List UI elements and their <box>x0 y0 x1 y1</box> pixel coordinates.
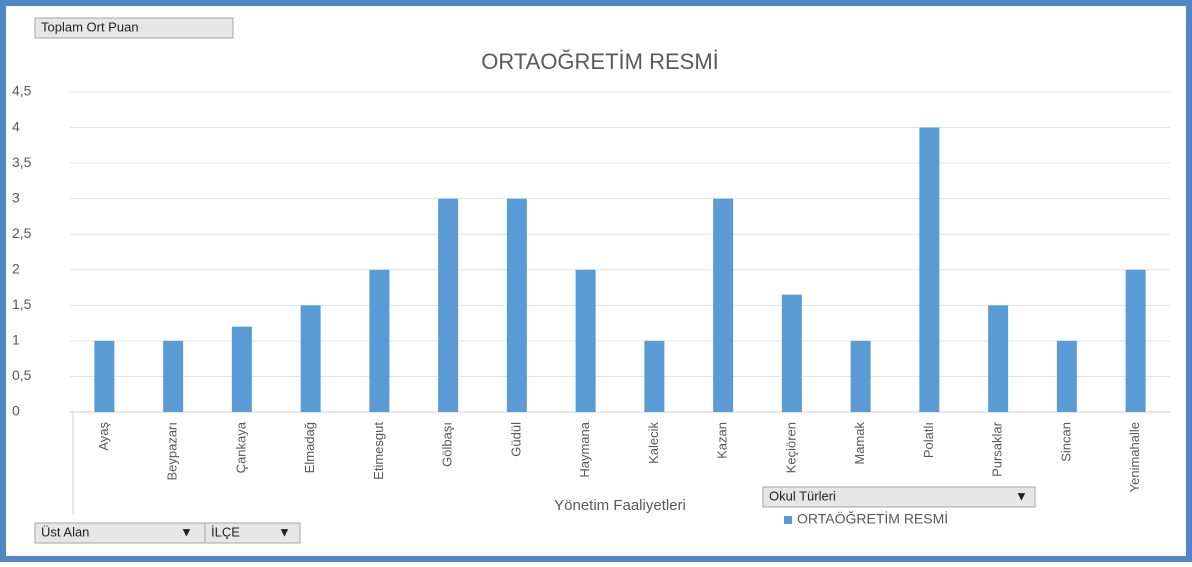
x-tick-label: Mamak <box>852 422 867 465</box>
x-tick-label: Etimesgut <box>371 422 386 480</box>
x-tick-label: Beypazarı <box>165 422 180 481</box>
y-tick-label: 2,5 <box>12 225 32 241</box>
button-label: Üst Alan <box>41 524 89 539</box>
button-bg <box>762 486 1036 508</box>
x-tick-label: Gölbaşı <box>440 422 455 467</box>
chart-title: ORTAOĞRETİM RESMİ <box>481 49 719 74</box>
y-tick-label: 3,5 <box>12 154 32 170</box>
bar <box>850 340 871 412</box>
x-tick-label: Haymana <box>577 421 592 477</box>
x-tick-label: Yenimahalle <box>1127 422 1142 492</box>
y-tick-label: 0 <box>12 403 20 419</box>
legend-label: ORTAÖĞRETİM RESMİ <box>797 510 948 527</box>
y-tick-label: 1 <box>12 332 20 348</box>
button-label: Okul Türleri <box>769 488 836 503</box>
button-label: İLÇE <box>211 524 240 539</box>
y-tick-label: 4,5 <box>12 83 32 99</box>
bar <box>1125 269 1146 412</box>
y-tick-label: 1,5 <box>12 296 32 312</box>
bar <box>644 340 665 412</box>
x-tick-label: Kalecik <box>646 422 661 464</box>
y-tick-label: 4 <box>12 118 20 134</box>
y-tick-label: 0,5 <box>12 367 32 383</box>
x-tick-label: Pursaklar <box>990 421 1005 477</box>
filter-icon: ▼ <box>180 524 193 539</box>
bar <box>506 198 527 412</box>
legend-swatch <box>784 516 792 524</box>
bar <box>1056 340 1077 412</box>
bar <box>300 305 321 412</box>
legend-button[interactable]: Okul Türleri ▼ <box>762 486 1036 508</box>
x-tick-label: Polatlı <box>921 422 936 458</box>
axis-button[interactable]: İLÇE ▼ <box>204 522 301 544</box>
x-axis-label: Yönetim Faaliyetleri <box>554 497 686 514</box>
x-tick-label: Sincan <box>1058 422 1073 462</box>
y-tick-label: 2 <box>12 260 20 276</box>
y-tick-label: 3 <box>12 189 20 205</box>
bar <box>163 340 184 412</box>
bar <box>231 326 252 412</box>
x-tick-label: Keçiören <box>783 422 798 473</box>
bar <box>575 269 596 412</box>
axis-button[interactable]: Üst Alan ▼ <box>34 522 206 544</box>
dropdown-icon: ▼ <box>278 524 291 539</box>
bar <box>781 294 802 412</box>
filter-icon: ▼ <box>1015 488 1028 503</box>
button-bg <box>34 17 234 39</box>
button-label: Toplam Ort Puan <box>41 19 139 34</box>
bar <box>713 198 734 412</box>
x-tick-label: Çankaya <box>233 421 248 473</box>
values-button[interactable]: Toplam Ort Puan <box>34 17 234 39</box>
bar <box>919 127 940 413</box>
bar <box>988 305 1009 412</box>
bar <box>438 198 459 412</box>
button-bg <box>204 522 301 544</box>
x-tick-label: Kazan <box>715 422 730 459</box>
x-tick-label: Güdül <box>508 422 523 457</box>
x-tick-label: Ayaş <box>96 422 111 451</box>
x-tick-label: Elmadağ <box>302 422 317 473</box>
bar <box>94 340 115 412</box>
bar <box>369 269 390 412</box>
